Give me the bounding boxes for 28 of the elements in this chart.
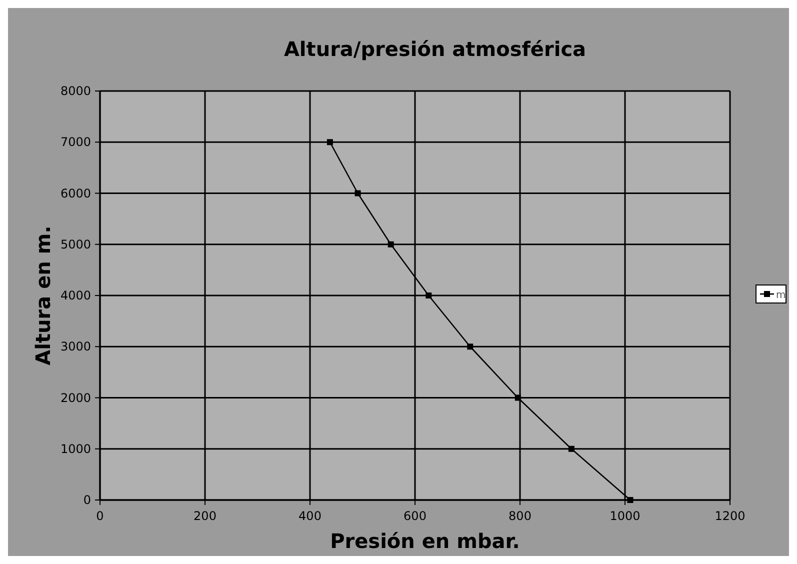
x-tick-label: 400: [298, 509, 322, 523]
x-tick-label: 0: [96, 509, 104, 523]
y-tick-label: 0: [83, 493, 91, 507]
point: [627, 497, 634, 503]
point: [388, 241, 394, 248]
x-tick-label: 1000: [610, 509, 640, 523]
x-tick-label: 1200: [714, 509, 746, 523]
chart-title: Altura/presión atmosférica: [284, 37, 586, 61]
point: [326, 139, 333, 146]
y-axis-title: Altura en m.: [31, 226, 55, 366]
point: [354, 190, 361, 196]
point: [467, 344, 474, 350]
x-tick-label: 800: [508, 509, 532, 523]
y-tick-label: 8000: [60, 84, 91, 98]
y-tick-label: 1000: [60, 442, 91, 456]
y-tick-label: 2000: [60, 390, 91, 405]
y-tick-label: 4000: [60, 288, 91, 302]
y-tick-label: 7000: [60, 135, 91, 150]
point: [568, 446, 574, 452]
point: [514, 394, 521, 401]
x-axis-title: Presión en mbar.: [330, 529, 520, 553]
y-tick-label: 5000: [60, 237, 91, 252]
x-tick-label: 600: [404, 509, 426, 523]
y-tick-label: 6000: [60, 186, 91, 200]
y-tick-label: 3000: [60, 340, 91, 354]
x-tick-label: 200: [194, 509, 216, 523]
point: [426, 292, 432, 298]
legend-label: m: [776, 290, 786, 301]
